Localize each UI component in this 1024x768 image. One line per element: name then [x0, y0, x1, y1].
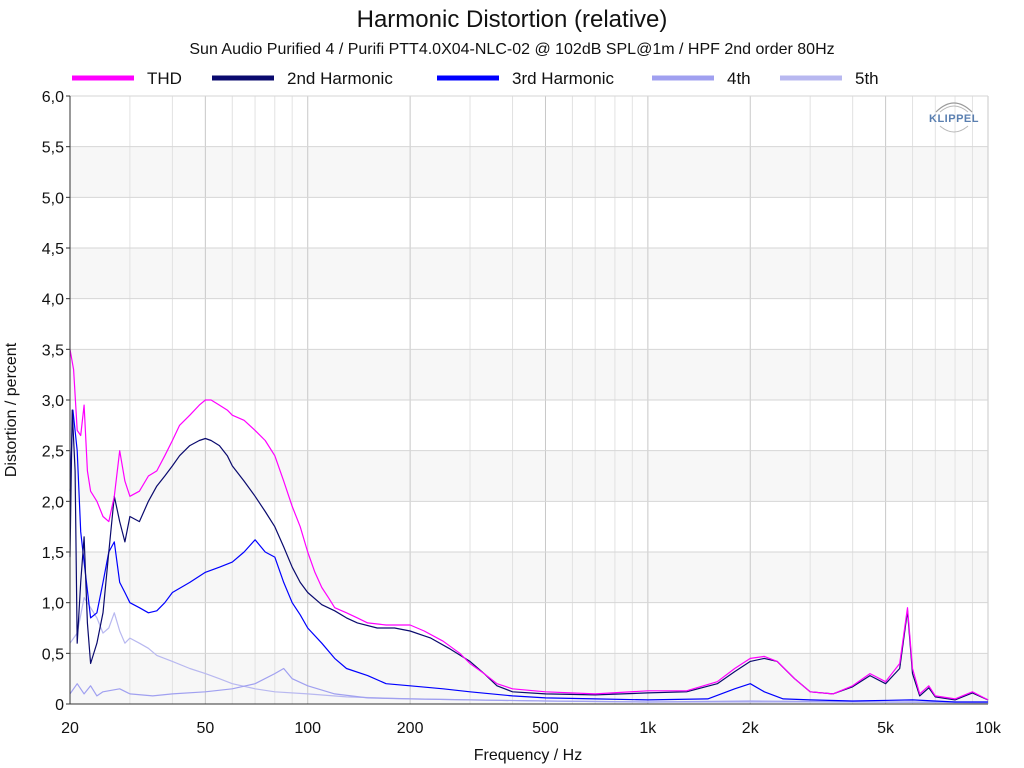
y-tick-label: 4,5 [42, 241, 64, 258]
chart-title: Harmonic Distortion (relative) [357, 6, 668, 33]
legend-label: 4th [727, 69, 751, 88]
klippel-logo: KLIPPEL [929, 102, 979, 133]
y-axis-label: Distortion / percent [3, 342, 20, 477]
y-tick-label: 0 [55, 697, 64, 714]
legend-label: 3rd Harmonic [512, 69, 615, 88]
y-tick-label: 2,0 [42, 494, 64, 511]
series-line-4th [69, 667, 988, 703]
logo-arc [935, 102, 973, 113]
legend-label: THD [147, 69, 182, 88]
series-group [69, 349, 989, 704]
x-tick-label: 10k [975, 720, 1002, 737]
plot-band [70, 96, 988, 147]
plot-band [70, 450, 988, 502]
y-tick-label: 0,5 [42, 646, 64, 663]
chart-subtitle: Sun Audio Purified 4 / Purifi PTT4.0X04-… [189, 41, 834, 58]
y-tick-label: 6,0 [42, 89, 64, 106]
x-tick-label: 2k [742, 720, 760, 737]
y-tick-label: 2,5 [42, 444, 64, 461]
plot-band [70, 653, 988, 704]
y-tick-label: 3,0 [42, 393, 64, 410]
x-axis-label: Frequency / Hz [474, 747, 582, 764]
plot-band [70, 552, 988, 603]
legend-label: 5th [855, 69, 879, 88]
plot-band [70, 248, 988, 299]
plot-background [70, 96, 988, 704]
logo-text: KLIPPEL [929, 113, 979, 125]
x-tick-label: 20 [61, 720, 79, 737]
series-line-3rd-harmonic [69, 409, 988, 703]
tick-labels: 0 0,5 1,0 1,5 2,0 2,5 3,0 3,5 4,0 4,5 5,0 5,5 6,0 20 5… [42, 89, 1002, 737]
y-tick-label: 5,5 [42, 140, 64, 157]
logo-arc [939, 105, 969, 113]
x-tick-label: 500 [532, 720, 559, 737]
y-tick-label: 1,0 [42, 596, 64, 613]
x-tick-label: 100 [294, 720, 321, 737]
plot-band [70, 146, 988, 198]
y-tick-label: 4,0 [42, 292, 64, 309]
logo-arc [939, 125, 969, 133]
y-tick-label: 1,5 [42, 545, 64, 562]
plot-band [70, 298, 988, 350]
legend-label: 2nd Harmonic [287, 69, 393, 88]
series-line-thd [69, 349, 989, 701]
plot-band [70, 400, 988, 451]
y-tick-label: 5,0 [42, 190, 64, 207]
x-tick-label: 200 [397, 720, 424, 737]
y-tick-label: 3,5 [42, 342, 64, 359]
legend: THD 2nd Harmonic 3rd Harmonic 4th 5th [72, 69, 879, 88]
plot-band [70, 602, 988, 654]
x-tick-label: 1k [639, 720, 657, 737]
plot-band [70, 501, 988, 552]
x-tick-label: 5k [877, 720, 895, 737]
plot-band [70, 349, 988, 400]
plot-band [70, 197, 988, 248]
x-tick-label: 50 [196, 720, 214, 737]
